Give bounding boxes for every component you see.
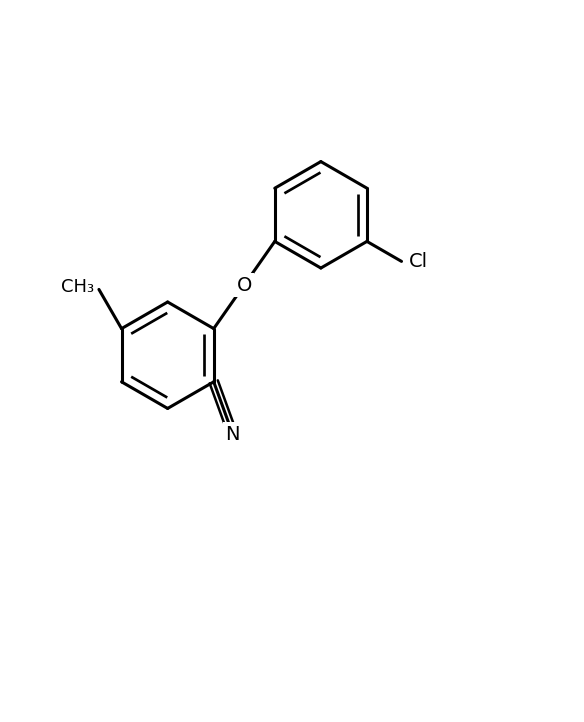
Text: O: O — [237, 276, 252, 295]
Text: CH₃: CH₃ — [61, 277, 94, 295]
Text: N: N — [225, 425, 240, 444]
Text: Cl: Cl — [408, 252, 427, 271]
